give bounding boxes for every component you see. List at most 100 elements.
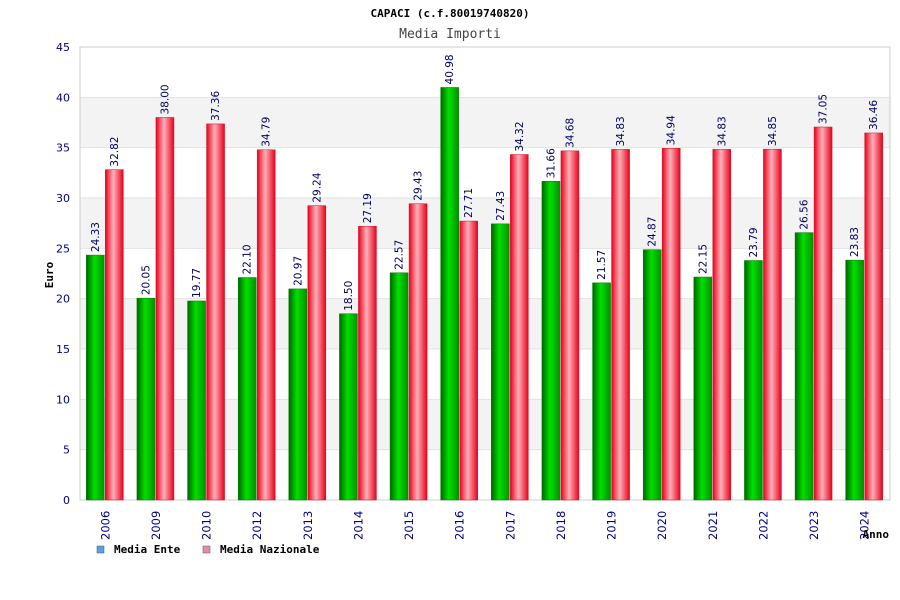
y-tick-label: 20	[56, 293, 70, 306]
value-label: 37.36	[210, 91, 222, 121]
y-tick-label: 25	[56, 242, 70, 255]
value-label: 20.97	[292, 256, 304, 286]
bar-media-ente-2022	[744, 260, 763, 501]
bar-media-ente-2017	[491, 223, 510, 501]
value-label: 37.05	[818, 94, 830, 124]
value-label: 23.79	[748, 227, 760, 257]
y-axis-label: Euro	[43, 261, 56, 288]
y-tick-label: 30	[56, 192, 70, 205]
x-tick-label: 2021	[706, 511, 720, 540]
bar-media-nazionale-2021	[712, 149, 732, 501]
bar-media-nazionale-2022	[763, 148, 782, 501]
bar-media-ente-2024	[845, 259, 864, 501]
value-label: 34.79	[261, 117, 273, 147]
legend-swatch-media-ente	[96, 545, 105, 554]
x-tick-label: 2006	[98, 511, 112, 540]
legend-label-media-ente: Media Ente	[114, 543, 181, 556]
x-tick-label: 2024	[858, 511, 872, 540]
value-label: 34.83	[716, 116, 728, 146]
bar-media-ente-2015	[389, 272, 409, 501]
value-label: 29.43	[413, 171, 425, 201]
value-label: 29.24	[311, 172, 323, 202]
value-label: 27.43	[495, 191, 507, 221]
x-tick-label: 2013	[301, 511, 315, 540]
value-label: 34.32	[514, 121, 526, 151]
value-label: 26.56	[799, 199, 811, 229]
bar-media-nazionale-2014	[358, 226, 377, 501]
legend-label-media-nazionale: Media Nazionale	[220, 543, 320, 556]
value-label: 31.66	[545, 148, 557, 178]
y-tick-label: 15	[56, 343, 70, 356]
x-tick-label: 2016	[453, 511, 467, 540]
bar-media-nazionale-2006	[105, 169, 124, 501]
value-label: 34.94	[666, 115, 678, 145]
value-label: 21.57	[596, 250, 608, 280]
y-tick-label: 40	[56, 91, 70, 104]
legend: Media Ente Media Nazionale	[96, 543, 320, 556]
value-label: 22.15	[697, 244, 709, 274]
x-tick-label: 2020	[655, 511, 669, 540]
bar-media-nazionale-2018	[560, 150, 580, 501]
x-tick-label: 2014	[351, 511, 365, 540]
y-tick-label: 10	[56, 393, 70, 406]
y-tick-label: 5	[63, 444, 70, 457]
bar-media-ente-2012	[237, 277, 257, 501]
bars	[86, 87, 883, 501]
plot-frame	[79, 46, 891, 501]
bar-media-nazionale-2009	[155, 117, 175, 501]
value-label: 20.05	[140, 265, 152, 295]
value-label: 38.00	[159, 84, 171, 114]
y-tick-label: 45	[56, 41, 70, 54]
value-label: 27.19	[362, 193, 374, 223]
x-tick-label: 2018	[554, 511, 568, 540]
chart-subtitle: Media Importi	[399, 27, 501, 42]
y-tick-label: 0	[63, 494, 70, 507]
bar-media-nazionale-2012	[256, 149, 276, 501]
value-label: 40.98	[444, 54, 456, 84]
bar-media-ente-2009	[136, 297, 156, 501]
bar-media-ente-2020	[642, 249, 662, 501]
bar-media-ente-2006	[86, 254, 105, 501]
value-labels: 24.33 32.82 20.05 38.00 19.77 37.36 22.10 34.79…	[90, 54, 880, 310]
value-label: 27.71	[463, 188, 475, 218]
bar-media-ente-2013	[288, 288, 308, 501]
value-label: 34.68	[564, 118, 576, 148]
bar-media-ente-2018	[541, 181, 561, 501]
value-label: 24.87	[647, 217, 659, 247]
bar-media-ente-2021	[693, 276, 713, 501]
value-label: 23.83	[849, 227, 861, 257]
bar-media-ente-2014	[339, 313, 358, 501]
value-label: 19.77	[191, 268, 203, 298]
x-tick-label: 2010	[200, 511, 214, 540]
bar-media-ente-2023	[794, 232, 814, 501]
x-tick-label: 2009	[149, 511, 163, 540]
bar-media-nazionale-2017	[510, 154, 529, 501]
value-label: 36.46	[868, 100, 880, 130]
bar-media-nazionale-2024	[864, 132, 883, 501]
x-tick-label: 2012	[250, 511, 264, 540]
x-tick-label: 2022	[756, 511, 770, 540]
y-axis-ticks: 0 5 10 15 20 25 30 35 40 45	[56, 41, 70, 507]
value-label: 34.83	[615, 116, 627, 146]
chart-title: CAPACI (c.f.80019740820)	[371, 7, 530, 20]
value-label: 34.85	[767, 116, 779, 146]
bar-media-nazionale-2019	[611, 149, 630, 501]
bar-media-ente-2016	[440, 87, 459, 501]
x-axis-label: Anno	[863, 528, 890, 541]
y-tick-label: 35	[56, 142, 70, 155]
x-tick-label: 2023	[807, 511, 821, 540]
value-label: 32.82	[109, 137, 121, 167]
value-label: 22.57	[394, 240, 406, 270]
bar-media-nazionale-2010	[206, 123, 225, 501]
bar-media-nazionale-2015	[408, 203, 428, 501]
x-tick-label: 2019	[605, 511, 619, 540]
value-label: 18.50	[343, 281, 355, 311]
bar-media-nazionale-2013	[307, 205, 327, 501]
bar-media-nazionale-2016	[459, 220, 478, 501]
value-label: 22.10	[242, 244, 254, 274]
bar-media-ente-2010	[187, 300, 206, 501]
bar-media-nazionale-2023	[813, 126, 833, 501]
legend-swatch-media-nazionale	[202, 545, 211, 554]
bar-media-ente-2019	[592, 282, 611, 501]
